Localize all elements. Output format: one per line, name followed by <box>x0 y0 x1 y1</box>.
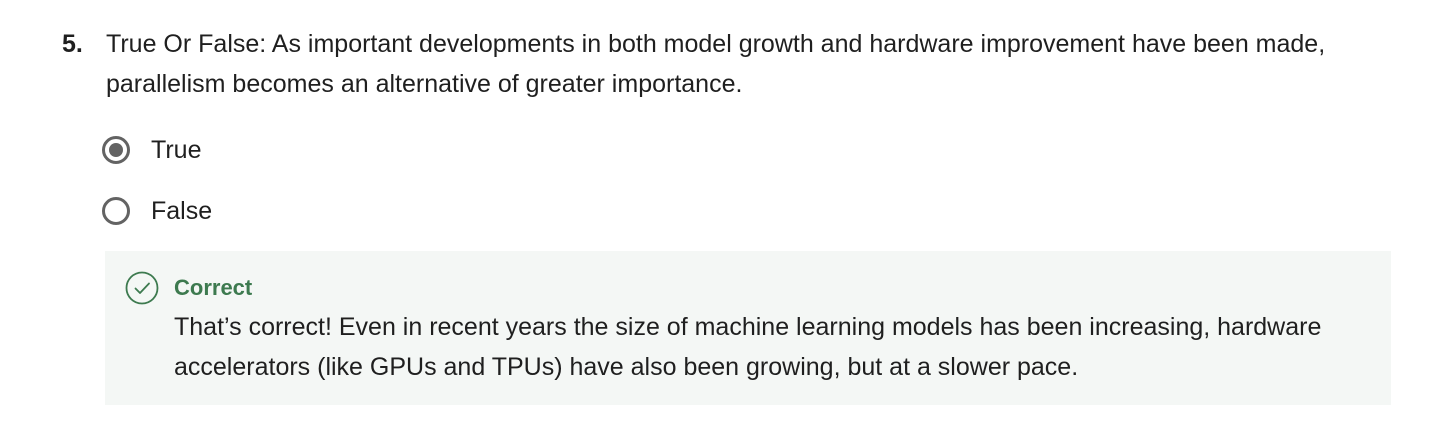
radio-selected-icon[interactable] <box>102 136 130 164</box>
answer-options: True False <box>102 130 212 252</box>
option-true[interactable]: True <box>102 130 212 170</box>
radio-unselected-icon[interactable] <box>102 197 130 225</box>
feedback-message: That’s correct! Even in recent years the… <box>174 313 1322 381</box>
option-label: True <box>151 136 202 164</box>
option-false[interactable]: False <box>102 191 212 231</box>
feedback-status: Correct <box>174 275 253 300</box>
question-number: 5. <box>62 30 83 58</box>
feedback-panel: Correct That’s correct! Even in recent y… <box>105 251 1391 405</box>
question-text: True Or False: As important developments… <box>106 30 1326 98</box>
option-label: False <box>151 197 213 225</box>
check-circle-icon <box>125 271 159 305</box>
